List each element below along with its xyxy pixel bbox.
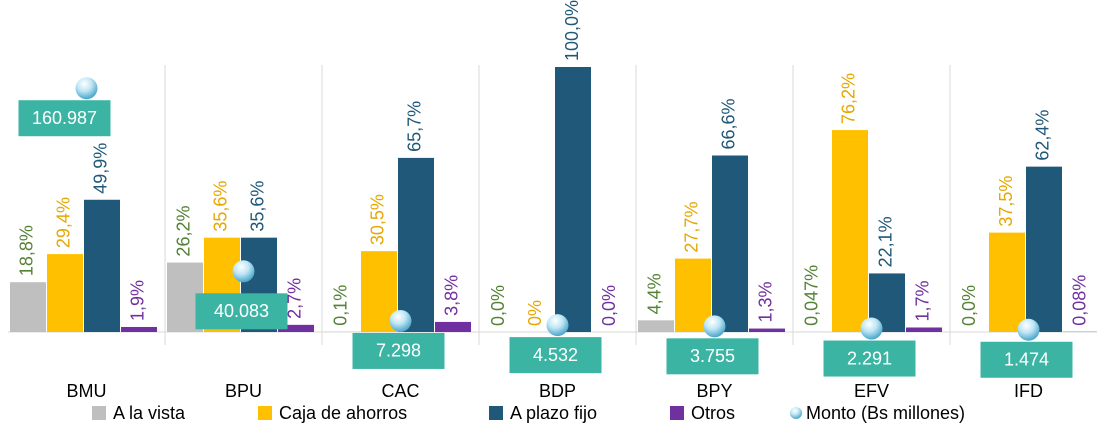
monto-label: 40.083 <box>195 293 288 330</box>
x-tick-label: BPU <box>225 381 262 401</box>
monto-label-box <box>823 340 916 377</box>
bar-value-label: 0,0% <box>599 285 619 326</box>
bar-value-label: 66,6% <box>719 98 739 149</box>
bar-value-label: 76,2% <box>839 73 859 124</box>
bar <box>906 327 942 332</box>
bar <box>638 320 674 332</box>
monto-marker <box>860 317 883 340</box>
monto-label-box <box>980 341 1073 378</box>
monto-label-text: 160.987 <box>32 108 97 128</box>
legend-symbol <box>258 406 272 420</box>
monto-label-box <box>18 100 111 137</box>
monto-label-text: 4.532 <box>533 345 578 365</box>
legend-item: Otros <box>670 403 735 423</box>
bar-value-label: 35,6% <box>248 181 268 232</box>
monto-label: 2.291 <box>823 340 916 377</box>
bar-value-label: 18,8% <box>17 225 37 276</box>
bar <box>435 321 471 332</box>
x-tick-label: BMU <box>67 381 107 401</box>
bar-value-label: 22,1% <box>876 216 896 267</box>
monto-label-box <box>666 338 759 375</box>
bar <box>749 328 785 332</box>
bar-value-label: 26,2% <box>174 206 194 257</box>
monto-label-box <box>352 332 445 369</box>
monto-label-text: 2.291 <box>847 348 892 368</box>
monto-label-text: 40.083 <box>214 301 269 321</box>
bar <box>121 326 157 332</box>
monto-label-text: 1.474 <box>1004 350 1049 370</box>
monto-label: 3.755 <box>666 338 759 375</box>
legend-label: Caja de ahorros <box>279 403 407 423</box>
bar <box>278 324 314 332</box>
monto-marker <box>703 315 726 338</box>
bar-value-label: 1,9% <box>128 280 148 321</box>
bar-value-label: 27,7% <box>682 202 702 253</box>
legend-symbol <box>790 407 802 419</box>
monto-marker <box>546 314 569 337</box>
legend-label: A plazo fijo <box>510 403 597 423</box>
bar-value-label: 62,4% <box>1033 110 1053 161</box>
legend-symbol <box>92 406 106 420</box>
monto-marker <box>75 77 98 100</box>
legend-item: Monto (Bs millones) <box>790 403 965 423</box>
bar-value-label: 37,5% <box>996 176 1016 227</box>
bar-value-label: 49,9% <box>91 143 111 194</box>
legend-item: A plazo fijo <box>489 403 597 423</box>
x-tick-label: BDP <box>539 381 576 401</box>
bar-value-label: 1,3% <box>756 282 776 323</box>
bar <box>989 232 1025 332</box>
monto-marker <box>389 309 412 332</box>
monto-marker <box>1017 318 1040 341</box>
bar-value-label: 0,047% <box>802 265 822 326</box>
bar <box>47 254 83 332</box>
monto-label: 1.474 <box>980 341 1073 378</box>
bar <box>84 199 120 332</box>
bar-value-label: 4,4% <box>645 273 665 314</box>
x-tick-label: CAC <box>381 381 419 401</box>
bar-value-label: 3,8% <box>442 275 462 316</box>
bar-value-label: 0,1% <box>331 285 351 326</box>
x-tick-label: EFV <box>854 381 889 401</box>
bar-value-label: 35,6% <box>211 181 231 232</box>
bar-value-label: 100,0% <box>562 0 582 61</box>
bar <box>398 157 434 332</box>
bar-value-label: 65,7% <box>405 101 425 152</box>
bar-value-label: 30,5% <box>368 194 388 245</box>
monto-label: 4.532 <box>509 337 602 374</box>
bar <box>712 155 748 332</box>
bar-value-label: 29,4% <box>54 197 74 248</box>
bar-value-label: 2,7% <box>285 278 305 319</box>
legend-label: A la vista <box>113 403 186 423</box>
monto-label-box <box>509 337 602 374</box>
bar-value-label: 0% <box>525 300 545 326</box>
legend-symbol <box>489 406 503 420</box>
monto-label-box <box>195 293 288 330</box>
legend-label: Monto (Bs millones) <box>806 403 965 423</box>
bar-value-label: 0,0% <box>488 285 508 326</box>
legend-label: Otros <box>691 403 735 423</box>
bar <box>1026 166 1062 332</box>
x-tick-label: IFD <box>1014 381 1043 401</box>
monto-label-text: 3.755 <box>690 346 735 366</box>
monto-label: 160.987 <box>18 100 111 137</box>
monto-marker <box>232 260 255 283</box>
bar-value-label: 0,0% <box>959 285 979 326</box>
monto-label-text: 7.298 <box>376 341 421 361</box>
bar <box>832 130 868 332</box>
legend-item: A la vista <box>92 403 186 423</box>
legend-item: Caja de ahorros <box>258 403 407 423</box>
monto-label: 7.298 <box>352 332 445 369</box>
legend-symbol <box>670 406 684 420</box>
bar-value-label: 1,7% <box>913 280 933 321</box>
bar <box>555 67 591 332</box>
x-tick-label: BPY <box>696 381 732 401</box>
bar <box>10 282 46 332</box>
bar <box>675 258 711 332</box>
bar-value-label: 0,08% <box>1070 275 1090 326</box>
